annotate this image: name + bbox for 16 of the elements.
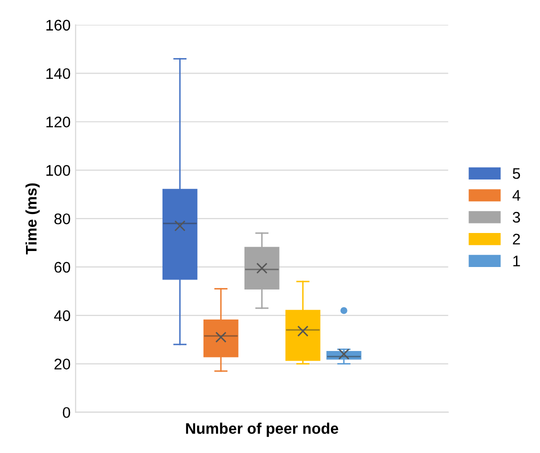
- y-tick-label: 40: [54, 310, 70, 322]
- legend-label: 4: [512, 190, 520, 201]
- legend-label: 5: [512, 168, 520, 179]
- y-tick-label: 100: [46, 165, 70, 176]
- y-tick-label: 140: [46, 68, 70, 80]
- legend-label: 3: [512, 212, 520, 223]
- y-tick-label: 80: [54, 213, 70, 224]
- x-axis-title: Number of peer node: [186, 422, 338, 437]
- y-tick-label: 0: [62, 407, 70, 418]
- legend-label: 1: [513, 256, 520, 266]
- y-tick-label: 160: [46, 20, 70, 31]
- legend-label: 2: [512, 234, 520, 244]
- y-tick-label: 20: [54, 358, 70, 370]
- y-tick-label: 60: [54, 262, 70, 273]
- y-axis-title: Time (ms): [25, 183, 40, 254]
- y-tick-label: 120: [46, 116, 70, 128]
